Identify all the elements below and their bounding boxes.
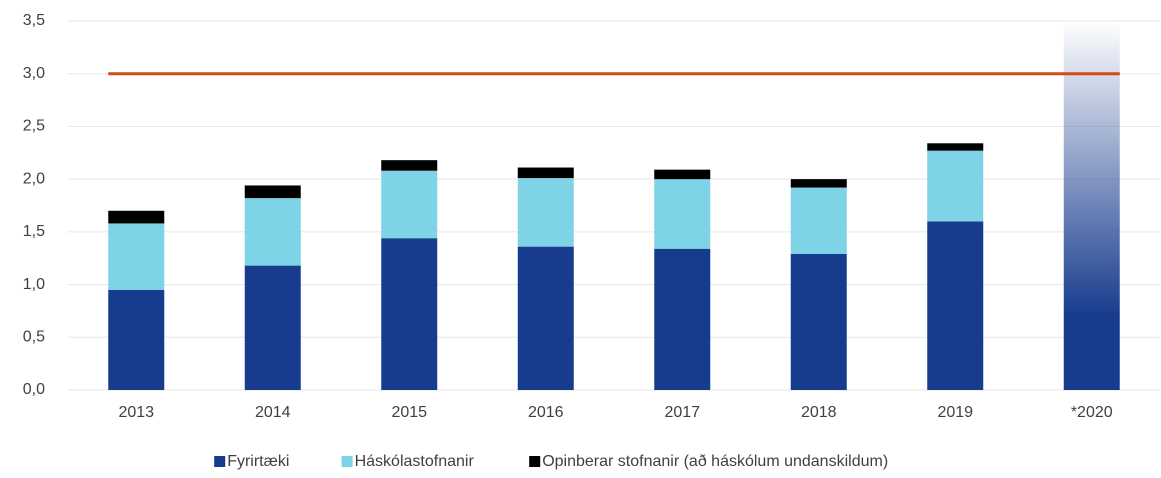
- legend-label: Opinberar stofnanir (að háskólum undansk…: [542, 453, 888, 470]
- bar: [927, 150, 984, 222]
- legend-swatch: [341, 456, 353, 467]
- x-tick-label: *2020: [1071, 404, 1113, 421]
- bar: [381, 160, 438, 171]
- x-tick-label: 2014: [255, 404, 291, 421]
- y-tick-label: 3,5: [23, 12, 45, 29]
- bar: [517, 246, 574, 390]
- legend-swatch: [214, 456, 226, 467]
- bar: [790, 253, 847, 390]
- bar: [108, 289, 165, 390]
- x-tick-label: 2016: [528, 404, 564, 421]
- y-tick-label: 2,0: [23, 170, 45, 187]
- bar: [381, 170, 438, 239]
- bar: [381, 238, 438, 390]
- bar: [654, 179, 711, 249]
- x-tick-label: 2013: [118, 404, 154, 421]
- bar: [244, 265, 301, 390]
- bar: [790, 187, 847, 254]
- x-tick-label: 2018: [801, 404, 837, 421]
- legend-label: Háskólastofnanir: [355, 453, 475, 470]
- y-tick-label: 0,5: [23, 329, 45, 346]
- y-tick-label: 0,0: [23, 381, 45, 398]
- projection-bar: [1063, 21, 1120, 390]
- x-tick-label: 2019: [937, 404, 973, 421]
- y-tick-label: 2,5: [23, 118, 45, 135]
- y-tick-label: 1,5: [23, 223, 45, 240]
- bar: [244, 198, 301, 266]
- bar: [517, 178, 574, 247]
- x-tick-label: 2017: [664, 404, 700, 421]
- bar: [927, 221, 984, 390]
- bar: [654, 248, 711, 390]
- bar: [927, 143, 984, 151]
- bar: [108, 210, 165, 224]
- bar: [654, 169, 711, 180]
- bar: [244, 185, 301, 199]
- x-tick-label: 2015: [391, 404, 427, 421]
- y-tick-label: 3,0: [23, 65, 45, 82]
- bar: [108, 223, 165, 290]
- bar: [790, 179, 847, 188]
- legend-swatch: [529, 456, 541, 467]
- bar: [517, 167, 574, 179]
- legend-label: Fyrirtæki: [227, 453, 289, 470]
- y-tick-label: 1,0: [23, 276, 45, 293]
